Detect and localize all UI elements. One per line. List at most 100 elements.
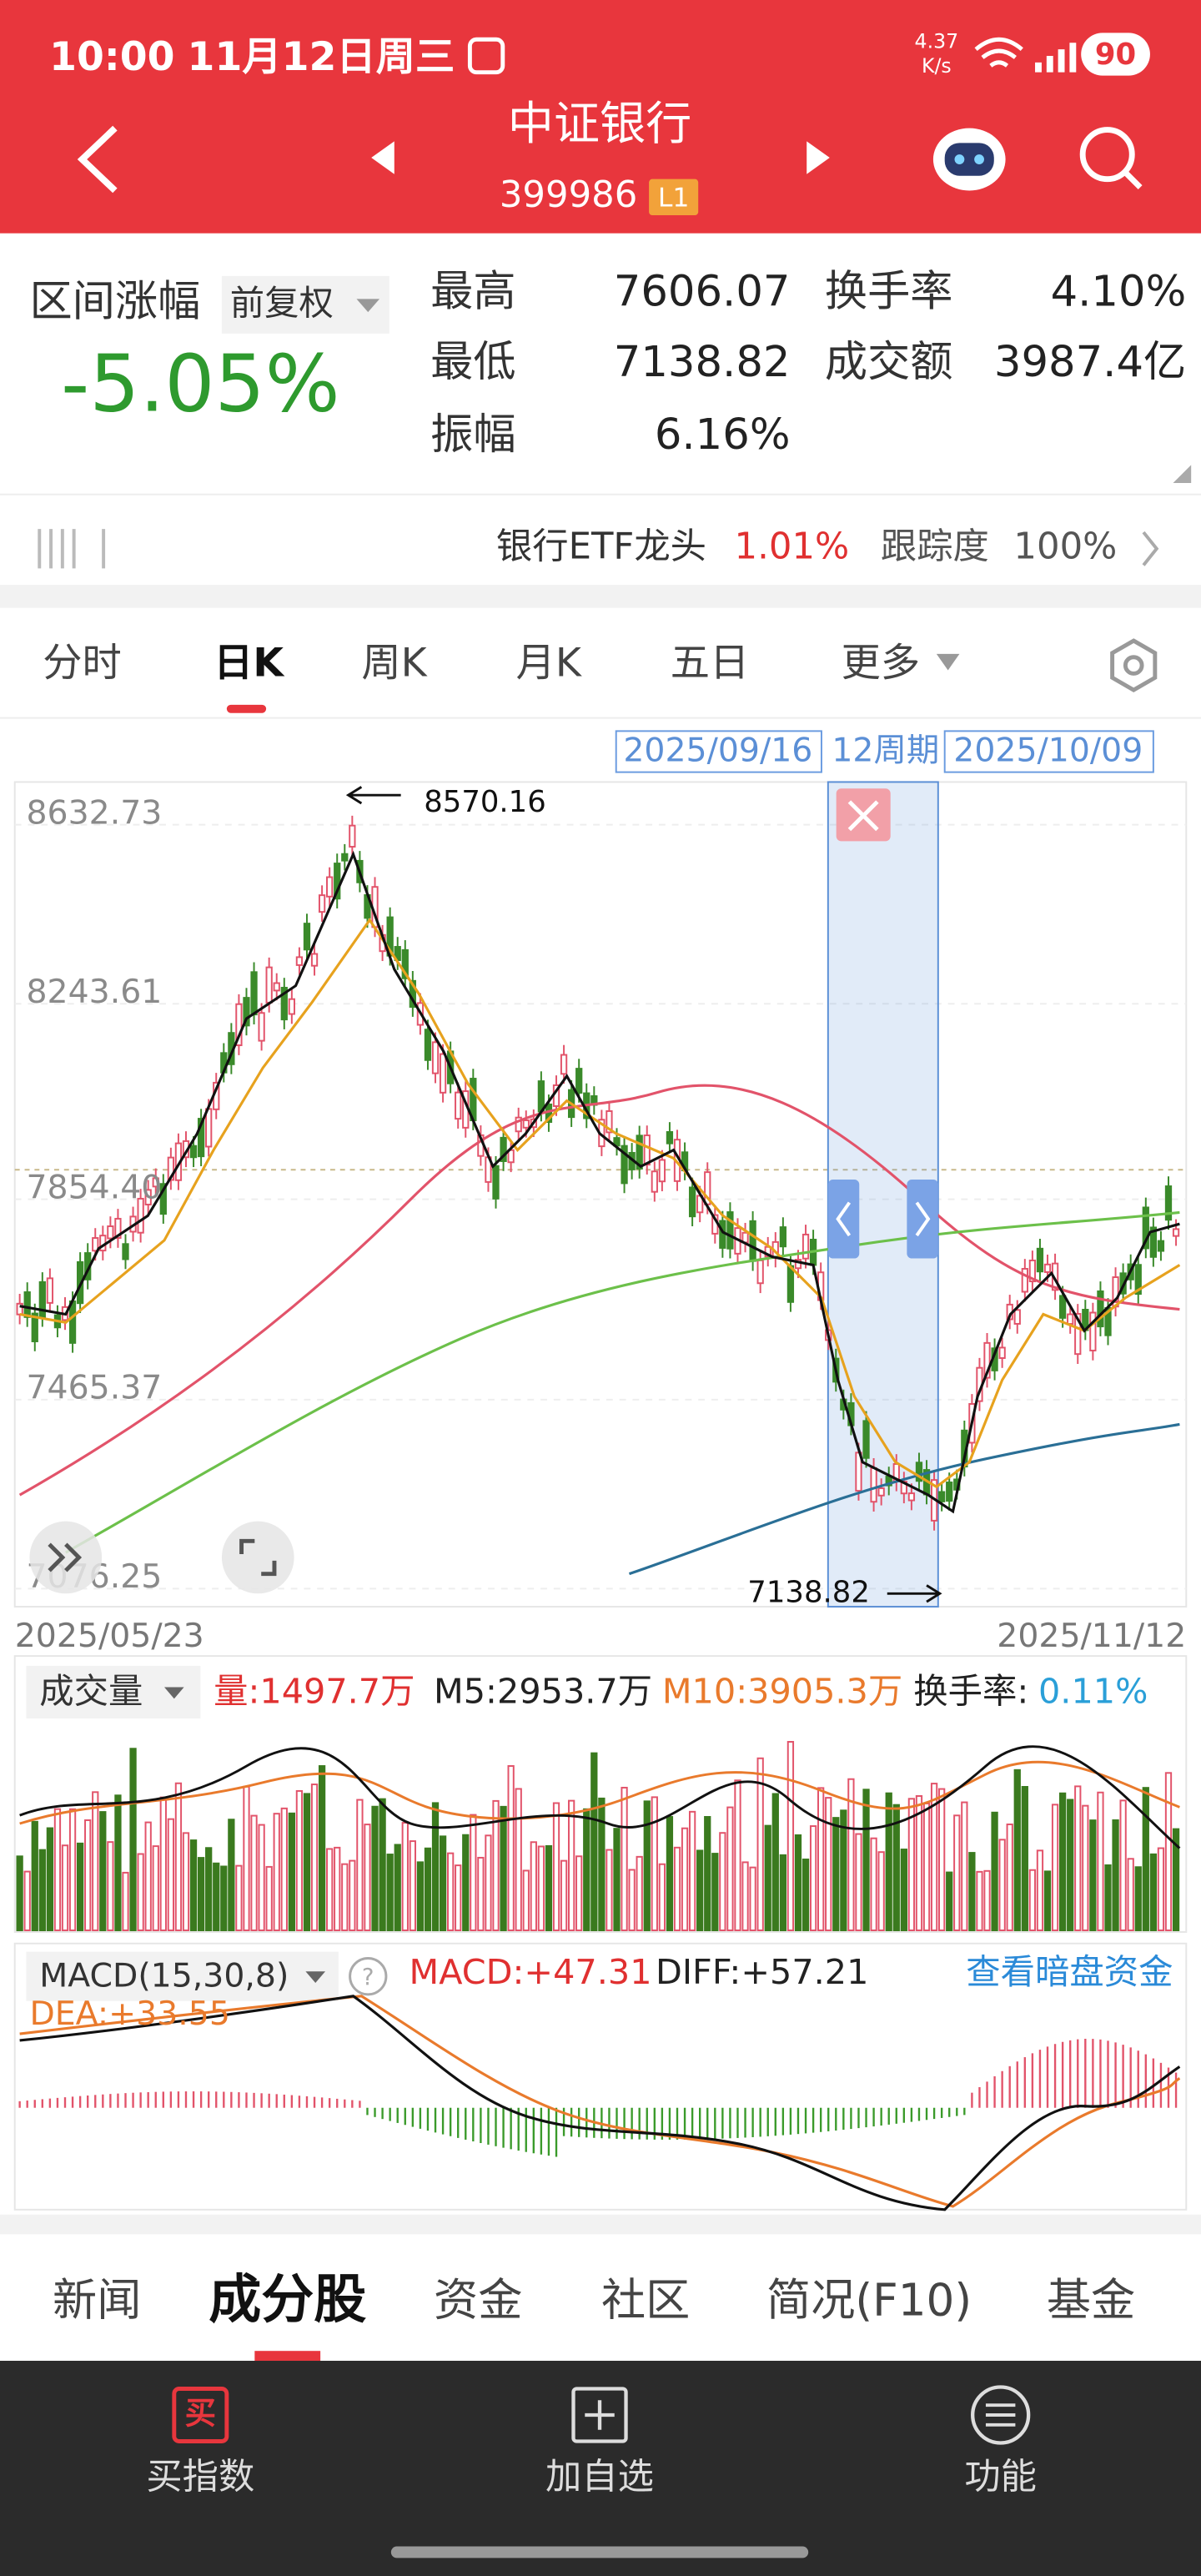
- nav-icon[interactable]: [571, 2387, 628, 2443]
- volume-bar: [92, 1791, 99, 1932]
- y-label: 7465.37: [27, 1369, 163, 1407]
- volume-bar: [182, 1832, 190, 1932]
- volume-bar: [394, 1844, 401, 1932]
- candle-body: [243, 997, 250, 1027]
- volume-bar: [492, 1799, 500, 1932]
- range-start[interactable]: 2025/09/16: [623, 731, 812, 769]
- nav-icon[interactable]: [172, 2387, 229, 2443]
- bottom-tab[interactable]: 资金: [434, 2275, 522, 2327]
- etf-name[interactable]: 银行ETF龙头: [496, 526, 706, 567]
- volume-bar: [213, 1862, 220, 1932]
- bottom-tab[interactable]: 简况(F10): [766, 2275, 972, 2327]
- candle-body: [107, 1225, 114, 1240]
- fullscreen-button[interactable]: [221, 1521, 294, 1594]
- volume-bar: [530, 1841, 537, 1932]
- low-arrow: [887, 1584, 942, 1603]
- volume-bar: [855, 1833, 862, 1932]
- tab[interactable]: 月K: [516, 641, 582, 687]
- volume-bar: [961, 1801, 968, 1932]
- volume-bar: [651, 1796, 658, 1932]
- volume-bar: [1134, 1866, 1142, 1932]
- candle-body: [726, 1211, 734, 1250]
- volume-bar: [877, 1851, 885, 1932]
- volume-bar: [794, 1834, 802, 1932]
- nav-icon[interactable]: [971, 2385, 1031, 2445]
- dark-pool-link[interactable]: 查看暗盘资金: [966, 1952, 1173, 1992]
- prev-button[interactable]: [371, 141, 394, 174]
- nav-label[interactable]: 买指数: [146, 2456, 254, 2498]
- candle-body: [1157, 1240, 1165, 1252]
- bottom-tab[interactable]: 基金: [1047, 2275, 1135, 2327]
- volume-bar: [310, 1784, 319, 1932]
- bottom-tab[interactable]: 社区: [601, 2275, 690, 2327]
- range-handle[interactable]: [827, 1180, 860, 1259]
- nav-label[interactable]: 功能: [964, 2456, 1037, 2498]
- tab[interactable]: 日K: [214, 641, 285, 687]
- dea-value: DEA:+33.55: [29, 1995, 229, 2033]
- volume-bar: [756, 1757, 764, 1932]
- volume-bar: [485, 1834, 492, 1932]
- volume-bar: [976, 1870, 983, 1932]
- range-handle[interactable]: [907, 1180, 938, 1259]
- candle-body: [38, 1280, 46, 1318]
- candle-body: [862, 1420, 870, 1459]
- volume-selector[interactable]: 成交量: [39, 1671, 143, 1711]
- range-start-box[interactable]: [615, 730, 822, 773]
- y-label: 7854.40: [27, 1168, 163, 1206]
- candle-body: [114, 1217, 122, 1239]
- nav-label[interactable]: 加自选: [545, 2456, 654, 2498]
- volume-ma: [19, 1760, 1180, 1825]
- volume-bar: [379, 1798, 386, 1932]
- help-icon[interactable]: [349, 1957, 388, 1996]
- etf-arrow[interactable]: [1142, 531, 1159, 566]
- expand-icon: [48, 1542, 83, 1572]
- volume-bar: [258, 1824, 265, 1932]
- handle-icon: [915, 1201, 931, 1237]
- back-button[interactable]: [77, 125, 118, 194]
- expand-button[interactable]: [29, 1521, 103, 1594]
- candle-body: [92, 1237, 99, 1252]
- candle-body: [802, 1233, 810, 1260]
- volume-bar: [1058, 1792, 1067, 1932]
- tab[interactable]: 周K: [361, 641, 427, 687]
- volume-bar: [719, 1832, 726, 1932]
- volume-bar: [915, 1795, 923, 1932]
- candle-body: [1013, 1309, 1021, 1325]
- tab[interactable]: 分时: [43, 641, 122, 687]
- volume-bar: [152, 1845, 159, 1932]
- candle-body: [560, 1054, 568, 1075]
- candle-body: [907, 1492, 916, 1502]
- volume-bar: [189, 1839, 198, 1932]
- ma-line: [18, 1084, 1180, 1497]
- turnover-label: 换手率:: [913, 1671, 1028, 1711]
- volume-bar: [409, 1840, 416, 1932]
- tab[interactable]: 更多: [842, 641, 921, 687]
- volume-bar: [470, 1814, 477, 1932]
- candle-body: [938, 1491, 946, 1502]
- volume-bar: [575, 1855, 583, 1932]
- range-end-box[interactable]: [943, 730, 1154, 773]
- candle-body: [144, 1189, 152, 1205]
- volume-bar: [560, 1859, 568, 1932]
- search-button[interactable]: [1079, 127, 1143, 189]
- volume-bar: [930, 1783, 938, 1932]
- volume-bar: [500, 1805, 507, 1932]
- adjust-label[interactable]: 前复权: [230, 283, 334, 323]
- next-button[interactable]: [807, 141, 830, 174]
- candle-body: [197, 1118, 205, 1158]
- tab[interactable]: 五日: [671, 641, 750, 687]
- range-end[interactable]: 2025/10/09: [953, 731, 1143, 769]
- bottom-tab[interactable]: 成分股: [209, 2269, 366, 2330]
- volume-bar: [431, 1802, 440, 1932]
- adjust-bg[interactable]: [221, 275, 389, 334]
- macd-selector-bg[interactable]: [26, 1951, 339, 2001]
- volume-value: 量:1497.7万: [214, 1671, 415, 1711]
- volume-bar: [991, 1811, 998, 1932]
- macd-selector[interactable]: MACD(15,30,8): [39, 1957, 289, 1995]
- volume-bar: [704, 1816, 711, 1932]
- volume-bar: [1013, 1768, 1021, 1932]
- settings-button[interactable]: [1110, 638, 1158, 692]
- robot-button[interactable]: [932, 128, 1006, 191]
- volume-bar: [734, 1779, 741, 1932]
- bottom-tab[interactable]: 新闻: [53, 2275, 141, 2327]
